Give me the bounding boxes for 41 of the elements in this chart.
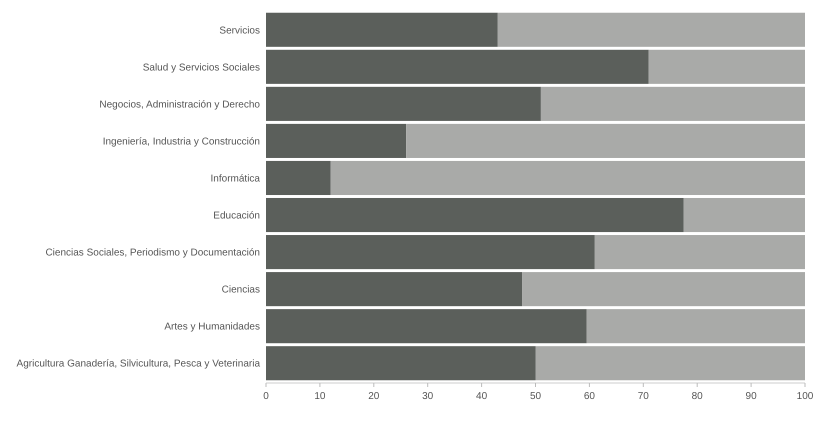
bar (266, 86, 541, 121)
bar (266, 309, 587, 344)
x-tick-label: 70 (638, 391, 650, 402)
bar (586, 309, 805, 344)
x-tick-label: 0 (263, 391, 270, 402)
bar (266, 124, 406, 158)
bar (266, 346, 536, 380)
bar (684, 198, 805, 232)
x-tick-label: 30 (422, 391, 434, 402)
x-tick-label: 20 (368, 391, 380, 402)
x-tick-label: 50 (530, 391, 542, 402)
y-tick-label: Informática (210, 173, 260, 184)
bar (330, 160, 805, 196)
bar (266, 235, 595, 270)
bar (648, 50, 805, 84)
bar (594, 235, 805, 270)
x-tick-label: 100 (796, 391, 814, 402)
bar (266, 198, 684, 232)
y-tick-label: Ciencias (222, 284, 260, 296)
bar (266, 160, 331, 196)
x-tick-label: 80 (692, 391, 704, 402)
y-tick-label: Servicios (219, 25, 260, 36)
bar (266, 272, 522, 306)
y-tick-label: Ciencias Sociales, Periodismo y Documentación (45, 248, 260, 259)
bar (540, 86, 805, 121)
y-tick-label: Educación (213, 210, 260, 222)
bar (522, 272, 805, 306)
x-tick-label: 10 (314, 391, 326, 402)
y-tick-label: Agricultura Ganadería, Silvicultura, Pesca y Veterinaria (16, 358, 260, 370)
x-tick-label: 40 (476, 391, 488, 402)
bar (266, 12, 498, 47)
y-tick-label: Artes y Humanidades (164, 322, 260, 333)
y-tick-label: Salud y Servicios Sociales (142, 62, 260, 74)
y-tick-label: Negocios, Administración y Derecho (99, 99, 260, 110)
x-tick-label: 60 (584, 391, 596, 402)
y-tick-label: Ingeniería, Industria y Construcción (102, 136, 260, 148)
bar (536, 346, 805, 380)
bar (266, 50, 649, 84)
bar (498, 12, 805, 47)
x-tick-label: 90 (746, 391, 758, 402)
bar (406, 124, 805, 158)
